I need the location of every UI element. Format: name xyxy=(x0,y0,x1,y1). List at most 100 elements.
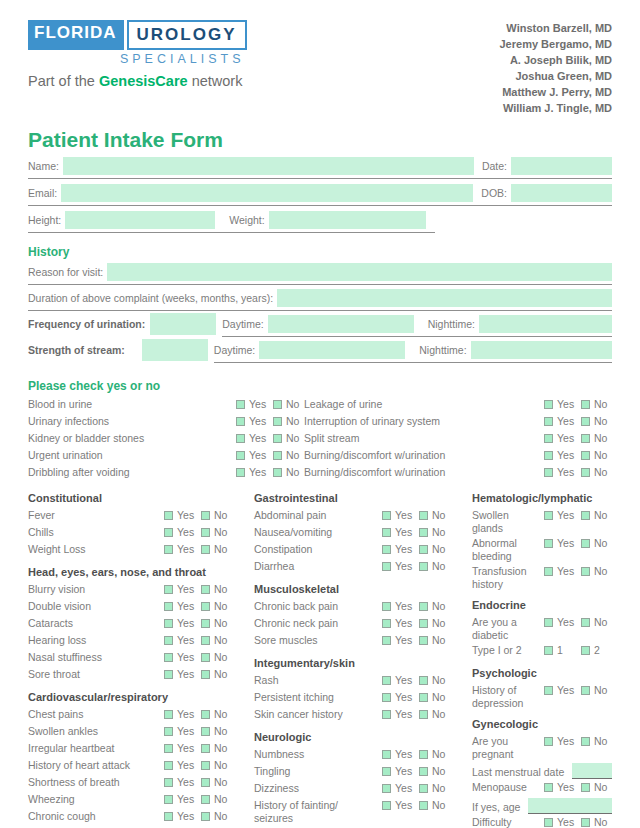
last-menstrual-date-input[interactable] xyxy=(572,763,612,779)
name-input[interactable] xyxy=(63,157,474,175)
yes-checkbox[interactable] xyxy=(164,545,173,554)
no-checkbox[interactable] xyxy=(201,795,210,804)
reason-input[interactable] xyxy=(107,263,612,281)
no-checkbox[interactable] xyxy=(419,693,428,702)
no-checkbox[interactable] xyxy=(581,618,590,627)
yes-checkbox[interactable] xyxy=(236,417,245,426)
no-checkbox[interactable] xyxy=(581,468,590,477)
no-checkbox[interactable] xyxy=(581,511,590,520)
no-checkbox[interactable] xyxy=(581,539,590,548)
option-1-checkbox[interactable] xyxy=(544,646,553,655)
yes-checkbox[interactable] xyxy=(164,511,173,520)
yes-checkbox[interactable] xyxy=(544,400,553,409)
no-checkbox[interactable] xyxy=(273,451,282,460)
yes-checkbox[interactable] xyxy=(382,710,391,719)
strength-input[interactable] xyxy=(142,339,208,361)
weight-input[interactable] xyxy=(269,211,426,229)
yes-checkbox[interactable] xyxy=(544,434,553,443)
frequency-nighttime-input[interactable] xyxy=(479,315,612,333)
yes-checkbox[interactable] xyxy=(382,528,391,537)
if-yes-age-input[interactable] xyxy=(528,798,612,814)
yes-checkbox[interactable] xyxy=(382,619,391,628)
no-checkbox[interactable] xyxy=(273,400,282,409)
no-checkbox[interactable] xyxy=(581,451,590,460)
no-checkbox[interactable] xyxy=(201,585,210,594)
yes-checkbox[interactable] xyxy=(382,636,391,645)
yes-checkbox[interactable] xyxy=(164,585,173,594)
no-checkbox[interactable] xyxy=(419,636,428,645)
yes-checkbox[interactable] xyxy=(236,468,245,477)
no-checkbox[interactable] xyxy=(201,602,210,611)
no-checkbox[interactable] xyxy=(201,744,210,753)
no-checkbox[interactable] xyxy=(201,812,210,821)
option-2-checkbox[interactable] xyxy=(581,646,590,655)
frequency-input[interactable] xyxy=(150,313,216,335)
no-checkbox[interactable] xyxy=(581,417,590,426)
yes-checkbox[interactable] xyxy=(382,750,391,759)
yes-checkbox[interactable] xyxy=(164,812,173,821)
yes-checkbox[interactable] xyxy=(382,562,391,571)
yes-checkbox[interactable] xyxy=(164,778,173,787)
yes-checkbox[interactable] xyxy=(164,670,173,679)
yes-checkbox[interactable] xyxy=(544,539,553,548)
yes-checkbox[interactable] xyxy=(382,693,391,702)
no-checkbox[interactable] xyxy=(273,434,282,443)
no-checkbox[interactable] xyxy=(419,676,428,685)
yes-checkbox[interactable] xyxy=(164,636,173,645)
strength-daytime-input[interactable] xyxy=(259,341,405,359)
no-checkbox[interactable] xyxy=(419,750,428,759)
yes-checkbox[interactable] xyxy=(164,653,173,662)
no-checkbox[interactable] xyxy=(201,528,210,537)
yes-checkbox[interactable] xyxy=(544,451,553,460)
no-checkbox[interactable] xyxy=(419,511,428,520)
no-checkbox[interactable] xyxy=(273,417,282,426)
frequency-daytime-input[interactable] xyxy=(268,315,414,333)
no-checkbox[interactable] xyxy=(419,619,428,628)
no-checkbox[interactable] xyxy=(419,528,428,537)
yes-checkbox[interactable] xyxy=(544,818,553,827)
no-checkbox[interactable] xyxy=(201,727,210,736)
strength-nighttime-input[interactable] xyxy=(471,341,612,359)
yes-checkbox[interactable] xyxy=(164,619,173,628)
yes-checkbox[interactable] xyxy=(236,434,245,443)
no-checkbox[interactable] xyxy=(581,434,590,443)
no-checkbox[interactable] xyxy=(201,545,210,554)
yes-checkbox[interactable] xyxy=(382,545,391,554)
date-input[interactable] xyxy=(511,157,612,175)
no-checkbox[interactable] xyxy=(201,636,210,645)
yes-checkbox[interactable] xyxy=(544,567,553,576)
no-checkbox[interactable] xyxy=(581,737,590,746)
yes-checkbox[interactable] xyxy=(164,528,173,537)
no-checkbox[interactable] xyxy=(201,778,210,787)
yes-checkbox[interactable] xyxy=(544,511,553,520)
no-checkbox[interactable] xyxy=(201,653,210,662)
no-checkbox[interactable] xyxy=(419,545,428,554)
duration-input[interactable] xyxy=(277,289,612,307)
yes-checkbox[interactable] xyxy=(382,511,391,520)
yes-checkbox[interactable] xyxy=(544,783,553,792)
yes-checkbox[interactable] xyxy=(164,602,173,611)
no-checkbox[interactable] xyxy=(581,783,590,792)
yes-checkbox[interactable] xyxy=(382,602,391,611)
yes-checkbox[interactable] xyxy=(164,727,173,736)
yes-checkbox[interactable] xyxy=(164,744,173,753)
no-checkbox[interactable] xyxy=(581,400,590,409)
yes-checkbox[interactable] xyxy=(164,795,173,804)
no-checkbox[interactable] xyxy=(201,761,210,770)
no-checkbox[interactable] xyxy=(201,511,210,520)
no-checkbox[interactable] xyxy=(201,710,210,719)
no-checkbox[interactable] xyxy=(581,686,590,695)
no-checkbox[interactable] xyxy=(273,468,282,477)
yes-checkbox[interactable] xyxy=(544,468,553,477)
yes-checkbox[interactable] xyxy=(544,618,553,627)
yes-checkbox[interactable] xyxy=(544,737,553,746)
yes-checkbox[interactable] xyxy=(382,767,391,776)
email-input[interactable] xyxy=(61,184,473,202)
yes-checkbox[interactable] xyxy=(544,417,553,426)
yes-checkbox[interactable] xyxy=(164,710,173,719)
yes-checkbox[interactable] xyxy=(382,801,391,810)
no-checkbox[interactable] xyxy=(201,670,210,679)
no-checkbox[interactable] xyxy=(419,602,428,611)
height-input[interactable] xyxy=(65,211,215,229)
no-checkbox[interactable] xyxy=(581,818,590,827)
